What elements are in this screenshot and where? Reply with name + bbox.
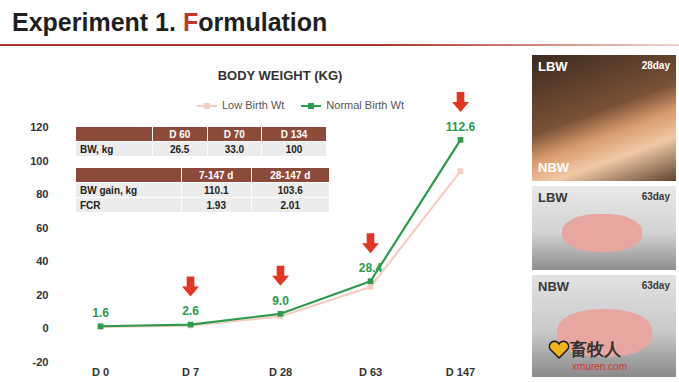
html-text:LBW: LBW [538,190,568,205]
html-text:Normal Birth Wt: Normal Birth Wt [326,99,404,111]
html-text:D 70: D 70 [223,128,245,140]
html-text:D 134: D 134 [280,128,308,140]
svg-text:9.0: 9.0 [272,294,289,308]
svg-text:1.6: 1.6 [92,306,109,320]
svg-text:80: 80 [36,188,48,200]
html-text:103.6: 103.6 [277,184,303,196]
svg-text:D 28: D 28 [269,366,292,378]
svg-text:2.6: 2.6 [182,304,199,318]
html-text:28day: 28day [641,60,670,71]
html-text:NBW: NBW [538,279,569,294]
html-text:FCR: FCR [80,199,101,211]
html-text:28-147 d: 28-147 d [270,169,311,181]
html-text:Experiment 1. F ormulation: Experiment 1. F ormulation [12,8,328,36]
html-text:2.01: 2.01 [280,199,300,211]
svg-text:D 0: D 0 [92,366,109,378]
html-text:1.93: 1.93 [206,199,226,211]
html-text:NBW: NBW [538,160,569,175]
svg-text:40: 40 [36,255,48,267]
html-text:7-147 d: 7-147 d [199,169,234,181]
html-text:BW gain, kg: BW gain, kg [80,184,138,196]
html-text:BODY WEIGHT (KG): BODY WEIGHT (KG) [217,68,343,83]
svg-text:100: 100 [30,155,48,167]
svg-text:-20: -20 [33,356,49,368]
html-text:D 60: D 60 [169,128,191,140]
svg-text:D 63: D 63 [359,366,382,378]
html-text:63day: 63day [641,280,670,291]
html-text:畜牧人: 畜牧人 [570,339,621,359]
html-text:xmuren.com: xmuren.com [572,361,627,372]
svg-text:0: 0 [42,322,48,334]
svg-text:28.4: 28.4 [359,261,383,275]
html-text:Low Birth Wt: Low Birth Wt [222,99,285,111]
html-text:110.1: 110.1 [204,184,229,196]
html-text:BW, kg: BW, kg [80,143,114,155]
html-text:63day: 63day [641,191,670,202]
svg-text:D 147: D 147 [446,366,475,378]
svg-text:120: 120 [30,121,48,133]
html-text:LBW: LBW [538,59,568,74]
svg-text:60: 60 [36,222,48,234]
html-text:26.5: 26.5 [170,143,190,155]
html-text:33.0: 33.0 [224,143,245,155]
html-text:100: 100 [285,143,303,155]
svg-text:112.6: 112.6 [446,120,476,134]
svg-text:20: 20 [36,289,48,301]
svg-text:D 7: D 7 [182,366,199,378]
